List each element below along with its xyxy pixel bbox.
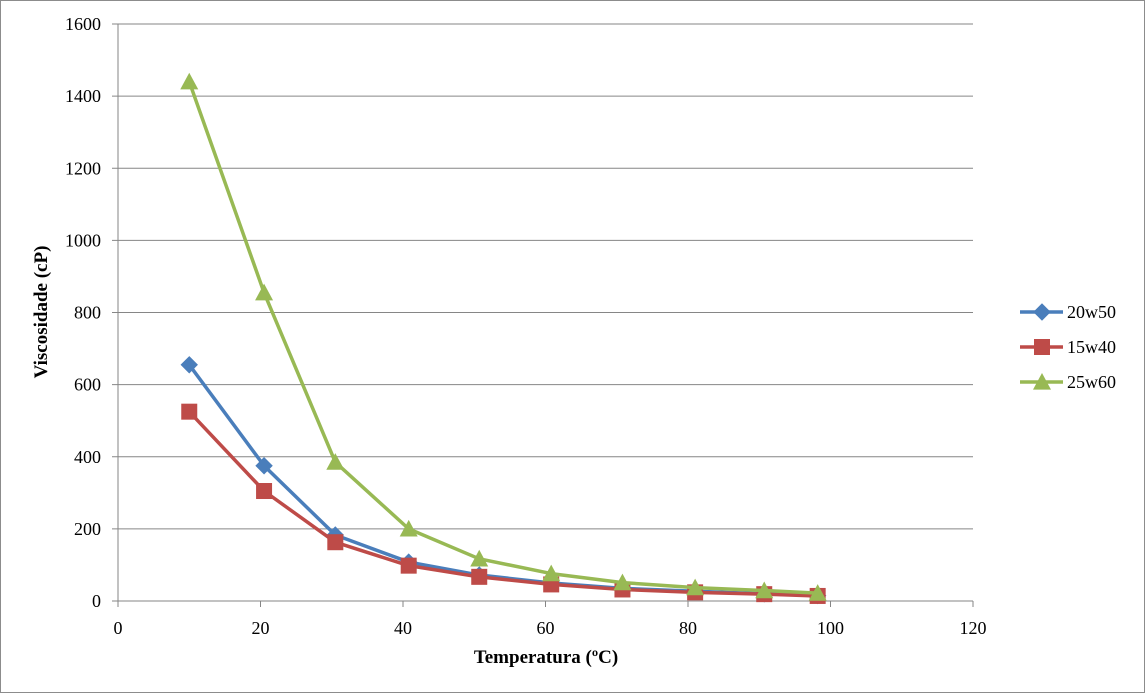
data-point-20w50-1	[255, 457, 273, 475]
series-line-20w50	[187, 363, 818, 598]
x-tick-label-100: 100	[817, 618, 844, 638]
data-point-15w40-4	[471, 568, 488, 585]
series-line-25w60	[187, 81, 818, 595]
legend-item-15w40: 15w40	[1020, 337, 1116, 357]
y-tick-label-1400: 1400	[65, 86, 101, 106]
y-tick-labels: 0 200 400 600 800 1000 1200 1400 1600	[65, 14, 101, 611]
series-15w40	[181, 403, 826, 604]
data-point-25w60-0	[180, 72, 199, 90]
data-series	[180, 72, 827, 605]
x-tick-labels: 0 20 40 60 80 100 120	[114, 618, 987, 638]
x-tick-label-40: 40	[394, 618, 412, 638]
legend-label-20w50: 20w50	[1067, 302, 1116, 322]
x-axis-title: Temperatura (ºC)	[474, 647, 618, 668]
data-point-25w60-6	[613, 573, 632, 591]
data-point-25w60-7	[686, 578, 705, 596]
legend-item-25w60: 25w60	[1020, 372, 1116, 392]
series-line-15w40	[187, 410, 818, 598]
x-tick-label-0: 0	[114, 618, 123, 638]
y-tick-label-800: 800	[74, 303, 101, 323]
x-tick-label-80: 80	[679, 618, 697, 638]
y-axis-title: Viscosidade (cP)	[31, 246, 52, 379]
legend: 20w50 15w40 25w60	[1020, 302, 1116, 392]
series-25w60	[180, 72, 827, 601]
legend-item-20w50: 20w50	[1020, 302, 1116, 322]
axes	[112, 23, 974, 607]
legend-label-25w60: 25w60	[1067, 372, 1116, 392]
legend-marker-25w60	[1033, 373, 1051, 390]
data-point-25w60-8	[755, 581, 774, 599]
legend-marker-15w40	[1034, 339, 1050, 355]
x-tick-label-120: 120	[960, 618, 987, 638]
y-tick-label-1000: 1000	[65, 230, 101, 250]
data-point-25w60-2	[326, 453, 345, 470]
gridlines	[118, 23, 973, 530]
y-tick-label-0: 0	[92, 591, 101, 611]
data-point-25w60-9	[808, 584, 827, 601]
x-tick-label-20: 20	[252, 618, 270, 638]
data-point-25w60-3	[399, 519, 418, 537]
data-point-15w40-2	[327, 534, 344, 551]
data-point-15w40-1	[256, 483, 273, 500]
data-point-25w60-4	[470, 549, 489, 567]
y-tick-label-1200: 1200	[65, 158, 101, 178]
legend-label-15w40: 15w40	[1067, 337, 1116, 357]
data-point-25w60-5	[542, 564, 561, 582]
y-tick-label-400: 400	[74, 447, 101, 467]
data-point-20w50-0	[180, 356, 198, 374]
data-point-25w60-1	[255, 283, 274, 301]
y-tick-label-1600: 1600	[65, 14, 101, 34]
data-point-15w40-3	[400, 557, 417, 574]
y-tick-label-200: 200	[74, 519, 101, 539]
y-tick-label-600: 600	[74, 375, 101, 395]
legend-marker-20w50	[1033, 303, 1051, 321]
data-point-15w40-0	[181, 403, 198, 420]
x-tick-label-60: 60	[537, 618, 555, 638]
series-20w50	[180, 356, 827, 605]
